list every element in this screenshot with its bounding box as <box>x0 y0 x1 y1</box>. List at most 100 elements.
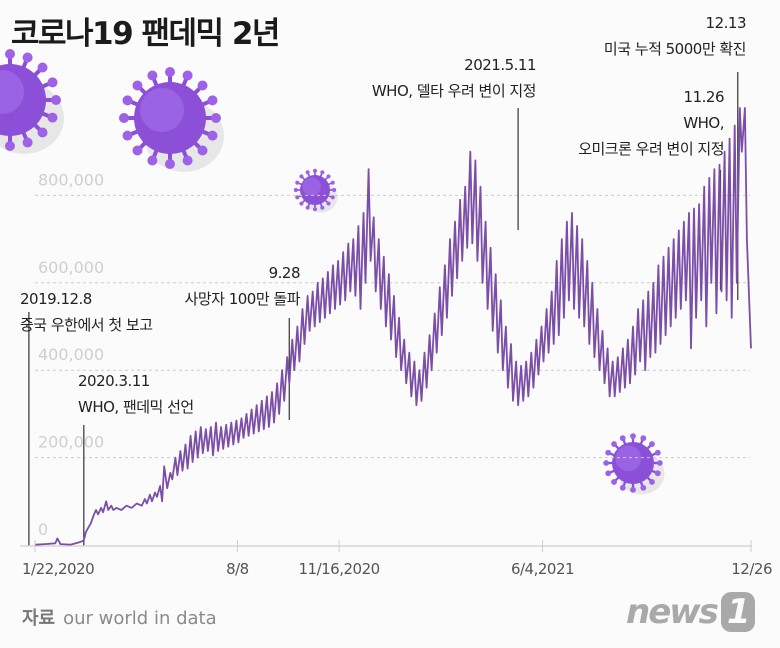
annotation-date: 2021.5.11 <box>464 56 536 74</box>
annotation-date: 2020.3.11 <box>78 372 150 390</box>
virus-illustration-large <box>119 67 224 172</box>
x-tick-label: 8/8 <box>226 560 249 578</box>
logo-text: news <box>626 592 719 632</box>
virus-spike-tip <box>332 187 337 193</box>
virus-spike-tip <box>305 205 310 210</box>
virus-spike-tip <box>122 130 133 141</box>
virus-illustration-small <box>293 168 338 213</box>
virus-spike-tip <box>605 449 612 456</box>
annotation-us-50m: 12.13 미국 누적 5000만 확진 <box>560 10 747 62</box>
series-line-daily-cases <box>34 107 752 546</box>
virus-spike-tip <box>207 95 218 106</box>
virus-spike-tip <box>22 52 33 63</box>
virus-spike-tip <box>197 80 208 91</box>
annotation-text: WHO, 팬데믹 선언 <box>78 398 194 416</box>
virus-spike-tip <box>51 95 61 105</box>
virus-spike-tip <box>630 486 636 493</box>
virus-spike-tip <box>299 174 304 179</box>
virus-highlight <box>302 177 321 196</box>
annotation-delta: 2021.5.11 WHO, 델타 우려 변이 지정 <box>330 52 537 104</box>
virus-spike-tip <box>654 470 661 477</box>
virus-spike-tip <box>611 441 617 447</box>
chart-title: 코로나19 팬데믹 2년 <box>11 16 280 52</box>
virus-highlight <box>0 70 24 114</box>
annotation-text: WHO, <box>683 114 724 132</box>
virus-spike-tip <box>122 95 133 106</box>
virus-spike-tip <box>619 484 626 491</box>
virus-spike-tip <box>611 479 617 485</box>
virus-spike-tip <box>132 145 143 156</box>
annotation-date: 12.13 <box>705 14 747 32</box>
virus-spike-tip <box>295 180 300 185</box>
virus-spike-tip <box>320 170 325 175</box>
virus-spike-tip <box>326 174 331 179</box>
y-tick-label: 400,000 <box>38 345 104 364</box>
virus-spike-tip <box>312 168 318 173</box>
logo-mark: 1 <box>720 592 755 632</box>
x-tick-label: 12/26 <box>731 560 772 578</box>
source-credit: 자료 our world in data <box>22 604 217 630</box>
virus-spike-tip <box>207 130 218 141</box>
x-tick-label: 11/16,2020 <box>299 560 380 578</box>
virus-spike-tip <box>165 159 175 169</box>
virus-spike-tip <box>182 155 193 166</box>
virus-spike-tip <box>22 137 33 148</box>
virus-spike-tip <box>330 180 335 185</box>
annotation-first-report: 2019.12.8 중국 우한에서 첫 보고 <box>20 286 153 338</box>
annotation-text: WHO, 델타 우려 변이 지정 <box>371 82 537 100</box>
virus-spike-tip <box>654 449 661 456</box>
virus-spike-tip <box>630 433 636 440</box>
y-tick-label: 0 <box>38 520 48 539</box>
virus-spike-tip <box>619 435 626 442</box>
virus-illustration-bottom <box>603 433 665 495</box>
virus-spike-tip <box>293 187 298 193</box>
virus-spike-tip <box>47 112 58 123</box>
y-tick-label: 200,000 <box>38 433 104 452</box>
source-text: our world in data <box>63 608 217 629</box>
virus-highlight <box>140 88 184 132</box>
annotation-omicron: 11.26 WHO, 오미크론 우려 변이 지정 <box>540 84 724 162</box>
virus-spike-tip <box>147 155 158 166</box>
virus-spike-tip <box>165 67 175 77</box>
y-tick-label: 800,000 <box>38 170 104 189</box>
virus-spike-tip <box>147 70 158 81</box>
source-label: 자료 <box>22 608 56 629</box>
virus-illustration-left <box>0 49 64 154</box>
annotation-pandemic-declared: 2020.3.11 WHO, 팬데믹 선언 <box>78 368 194 420</box>
virus-spike-tip <box>320 205 325 210</box>
virus-spike-tip <box>312 207 318 212</box>
virus-spike-tip <box>182 70 193 81</box>
x-tick-label: 1/22,2020 <box>22 560 94 578</box>
virus-spike-tip <box>299 201 304 206</box>
virus-spike-tip <box>37 127 48 138</box>
virus-spike-tip <box>197 145 208 156</box>
virus-highlight <box>615 445 642 472</box>
y-tick-label: 600,000 <box>38 258 104 277</box>
virus-spike-tip <box>649 479 655 485</box>
virus-spike-tip <box>656 460 663 466</box>
x-tick-label: 6/4,2021 <box>511 560 574 578</box>
virus-spike-tip <box>132 80 143 91</box>
virus-spike-tip <box>603 460 610 466</box>
virus-spike-tip <box>37 62 48 73</box>
virus-spike-tip <box>640 435 647 442</box>
virus-spike-tip <box>295 195 300 200</box>
virus-spike-tip <box>305 170 310 175</box>
news1-logo: news 1 <box>626 592 755 632</box>
virus-spike-tip <box>47 77 58 88</box>
virus-spike-tip <box>211 113 221 123</box>
virus-spike-tip <box>330 195 335 200</box>
virus-spike-tip <box>119 113 129 123</box>
virus-spike-tip <box>640 484 647 491</box>
annotation-text: 미국 누적 5000만 확진 <box>603 40 747 58</box>
virus-spike-tip <box>5 141 15 151</box>
annotation-deaths-1m: 9.28 사망자 100만 돌파 <box>160 260 301 312</box>
virus-spike-tip <box>605 470 612 477</box>
annotation-text-2: 오미크론 우려 변이 지정 <box>578 140 724 158</box>
annotation-date: 11.26 <box>683 88 725 106</box>
virus-spike-tip <box>5 49 15 59</box>
annotation-date: 9.28 <box>268 264 301 282</box>
annotation-date: 2019.12.8 <box>20 290 92 308</box>
virus-spike-tip <box>649 441 655 447</box>
